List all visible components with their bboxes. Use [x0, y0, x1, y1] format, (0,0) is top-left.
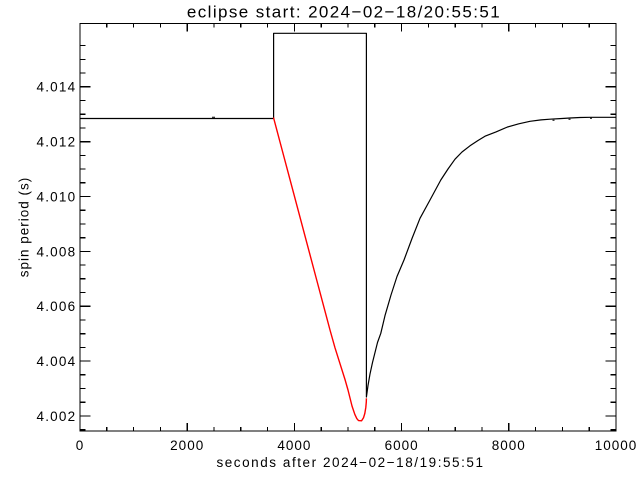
- svg-text:spin period (s): spin period (s): [17, 177, 32, 278]
- svg-text:4.004: 4.004: [37, 354, 77, 369]
- svg-text:10000: 10000: [595, 438, 638, 453]
- svg-text:4.010: 4.010: [37, 189, 77, 204]
- svg-text:4.008: 4.008: [37, 244, 77, 259]
- svg-text:2000: 2000: [170, 438, 204, 453]
- svg-text:4.006: 4.006: [37, 299, 77, 314]
- svg-text:8000: 8000: [492, 438, 526, 453]
- svg-text:6000: 6000: [385, 438, 419, 453]
- svg-text:4.012: 4.012: [37, 135, 77, 150]
- svg-text:4.014: 4.014: [37, 80, 77, 95]
- svg-text:4000: 4000: [277, 438, 311, 453]
- svg-text:seconds after 2024−02−18/19:55: seconds after 2024−02−18/19:55:51: [216, 455, 484, 470]
- svg-text:0: 0: [76, 438, 85, 453]
- svg-text:eclipse start: 2024−02−18/20:5: eclipse start: 2024−02−18/20:55:51: [187, 3, 501, 22]
- svg-text:4.002: 4.002: [37, 409, 77, 424]
